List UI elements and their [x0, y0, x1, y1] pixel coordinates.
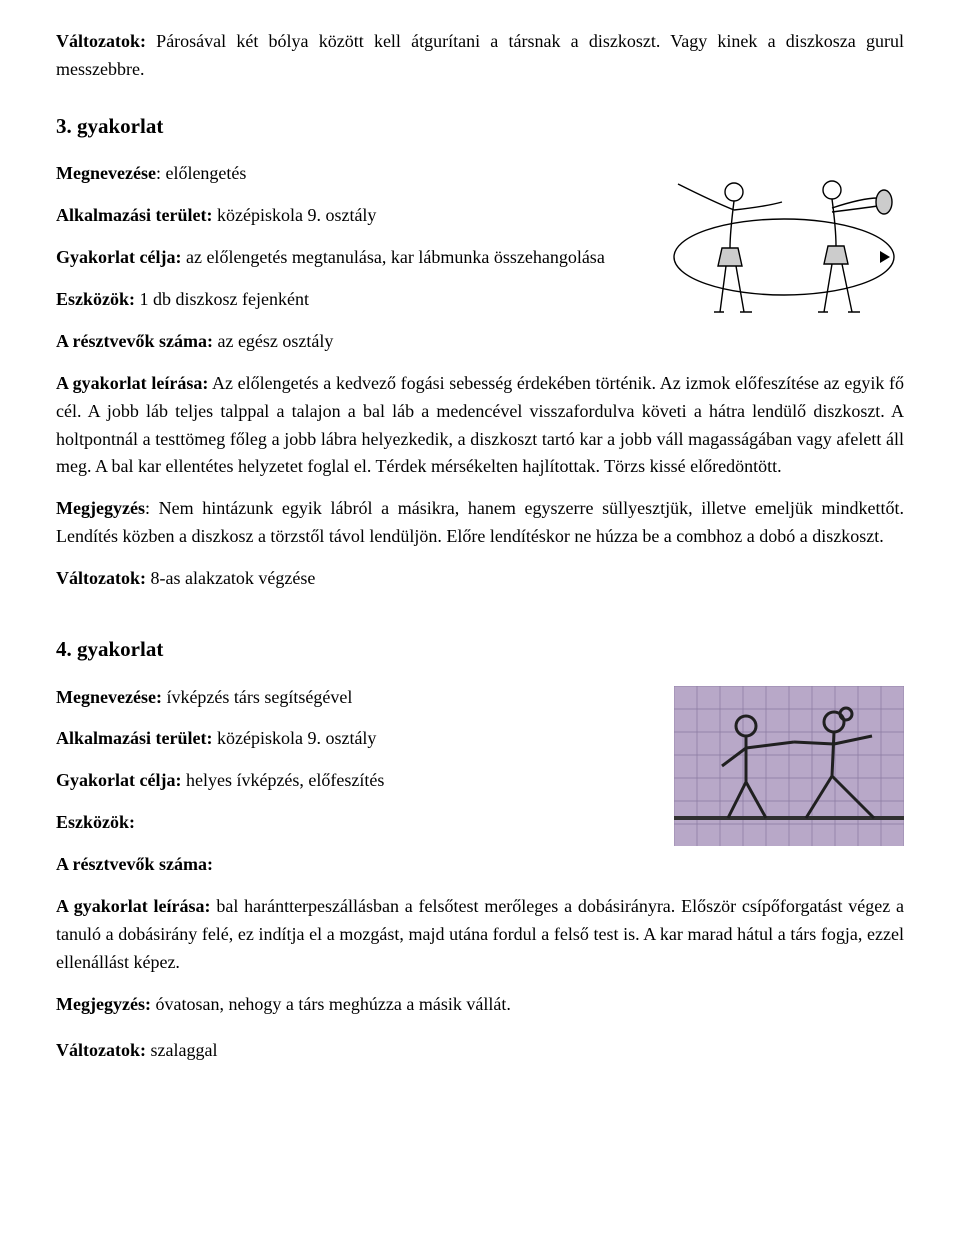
ex3-goal-value: az előlengetés megtanulása, kar lábmunka…	[181, 247, 604, 267]
ex4-desc-label: A gyakorlat leírása:	[56, 896, 211, 916]
ex4-participants-label: A résztvevők száma:	[56, 854, 213, 874]
ex3-title: 3. gyakorlat	[56, 110, 904, 143]
ex3-name-label: Megnevezése	[56, 163, 156, 183]
ex3-tools-value: 1 db diszkosz fejenként	[135, 289, 309, 309]
ex3-note-label: Megjegyzés	[56, 498, 145, 518]
ex3-note: Megjegyzés: Nem hintázunk egyik lábról a…	[56, 495, 904, 551]
ex4-variations-value: szalaggal	[146, 1040, 217, 1060]
ex4-area-value: középiskola 9. osztály	[212, 728, 376, 748]
ex3-name-value: : előlengetés	[156, 163, 246, 183]
ex4-variations: Változatok: szalaggal	[56, 1037, 904, 1065]
ex4-note-label: Megjegyzés:	[56, 994, 151, 1014]
ex3-variations: Változatok: 8-as alakzatok végzése	[56, 565, 904, 593]
ex4-name-label: Megnevezése:	[56, 687, 162, 707]
intro-variations-label: Változatok:	[56, 31, 146, 51]
ex3-variations-value: 8-as alakzatok végzése	[146, 568, 315, 588]
ex4-goal-label: Gyakorlat célja:	[56, 770, 181, 790]
ex4-goal-value: helyes ívképzés, előfeszítés	[181, 770, 384, 790]
ex4-note-value: óvatosan, nehogy a társ meghúzza a másik…	[151, 994, 511, 1014]
ex4-area-label: Alkalmazási terület:	[56, 728, 212, 748]
ex3-tools-label: Eszközök:	[56, 289, 135, 309]
ex3-note-value: : Nem hintázunk egyik lábról a másikra, …	[56, 498, 904, 546]
ex4-participants: A résztvevők száma:	[56, 851, 904, 879]
ex4-name-value: ívképzés társ segítségével	[162, 687, 352, 707]
ex4-variations-label: Változatok:	[56, 1040, 146, 1060]
ex3-participants-value: az egész osztály	[213, 331, 333, 351]
ex3-area-value: középiskola 9. osztály	[212, 205, 376, 225]
ex3-goal-label: Gyakorlat célja:	[56, 247, 181, 267]
ex3-desc-label: A gyakorlat leírása:	[56, 373, 208, 393]
ex3-participants-label: A résztvevők száma:	[56, 331, 213, 351]
ex3-figure	[664, 162, 904, 342]
intro-variations-text: Párosával két bólya között kell átguríta…	[56, 31, 904, 79]
ex3-area-label: Alkalmazási terület:	[56, 205, 212, 225]
ex3-desc: A gyakorlat leírása: Az előlengetés a ke…	[56, 370, 904, 482]
intro-variations: Változatok: Párosával két bólya között k…	[56, 28, 904, 84]
ex4-title: 4. gyakorlat	[56, 633, 904, 666]
ex4-note: Megjegyzés: óvatosan, nehogy a társ megh…	[56, 991, 904, 1019]
ex4-figure	[674, 686, 904, 846]
ex3-variations-label: Változatok:	[56, 568, 146, 588]
ex4-tools-label: Eszközök:	[56, 812, 135, 832]
ex4-desc: A gyakorlat leírása: bal harántterpeszál…	[56, 893, 904, 977]
